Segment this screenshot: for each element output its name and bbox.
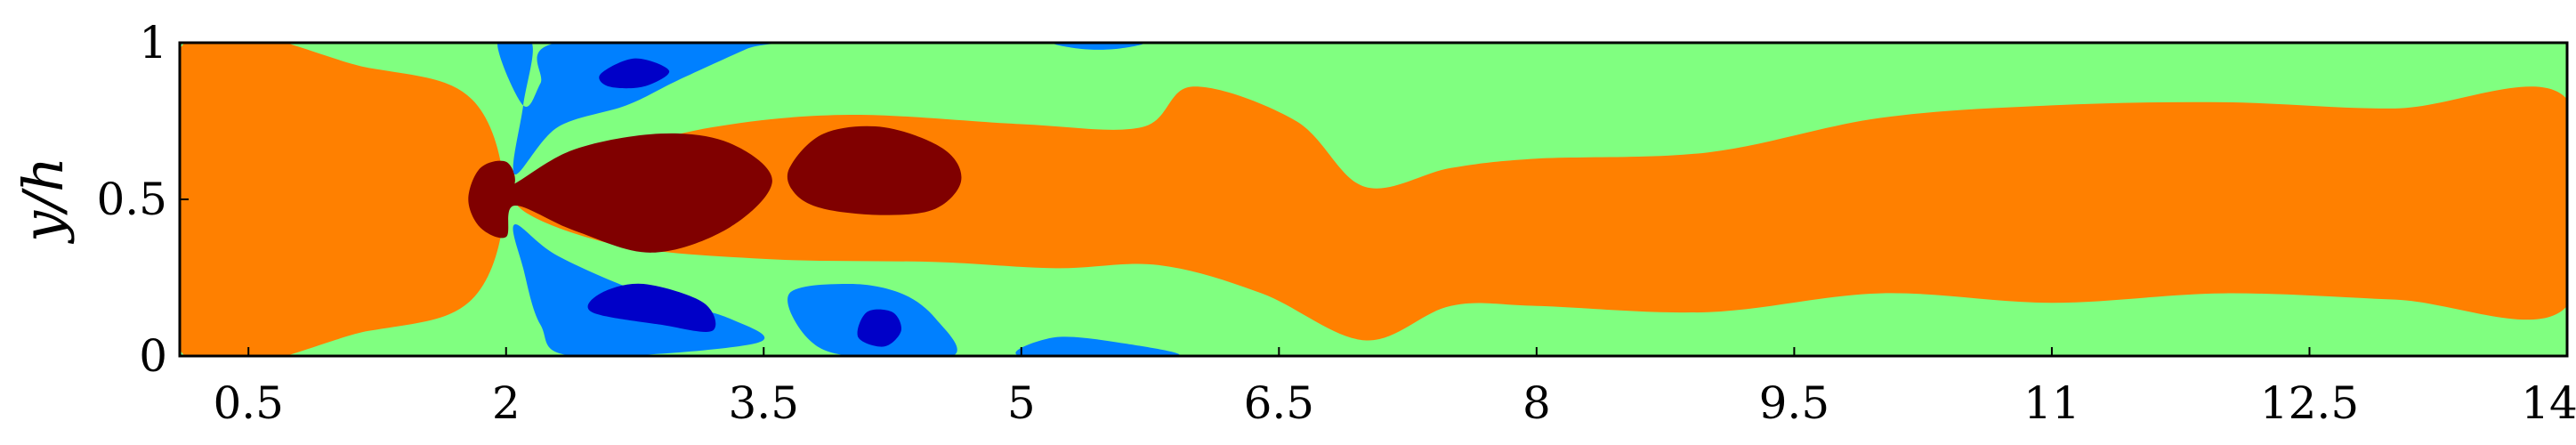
x-tick-label: 9.5 bbox=[1759, 377, 1830, 429]
x-tick-label: 11 bbox=[2023, 377, 2080, 429]
contour-region-min-9 bbox=[599, 58, 670, 89]
contour-regions bbox=[180, 43, 2567, 356]
contour-region-negative-8 bbox=[1053, 43, 1144, 50]
contour-region-core-1 bbox=[514, 86, 2567, 341]
y-axis: 00.51 bbox=[96, 17, 189, 382]
x-axis: 0.5 2 3.5 5 6.5 8 9.5 11 12.5 14 bbox=[213, 347, 2576, 429]
x-tick-label: 0.5 bbox=[213, 377, 284, 429]
contour-region-negative-4 bbox=[497, 43, 777, 174]
y-tick-label: 0.5 bbox=[96, 174, 167, 225]
contour-region-min-11 bbox=[857, 309, 902, 347]
x-tick-label: 2 bbox=[492, 377, 521, 429]
y-axis-label: y/h bbox=[11, 157, 76, 245]
contour-region-max-2 bbox=[468, 133, 772, 253]
x-tick-label: 6.5 bbox=[1244, 377, 1315, 429]
contour-region-negative-7 bbox=[1015, 336, 1180, 356]
x-tick-label: 3.5 bbox=[729, 377, 800, 429]
y-tick-label: 1 bbox=[139, 17, 167, 69]
x-tick-label: 12.5 bbox=[2260, 377, 2359, 429]
x-tick-label: 8 bbox=[1522, 377, 1551, 429]
contour-region-min-10 bbox=[587, 283, 716, 332]
x-tick-label: 14 bbox=[2521, 377, 2576, 429]
y-tick-label: 0 bbox=[139, 330, 167, 382]
contour-region-max-3 bbox=[787, 125, 962, 215]
contour-region-core-0 bbox=[180, 43, 505, 356]
x-tick-label: 5 bbox=[1007, 377, 1036, 429]
